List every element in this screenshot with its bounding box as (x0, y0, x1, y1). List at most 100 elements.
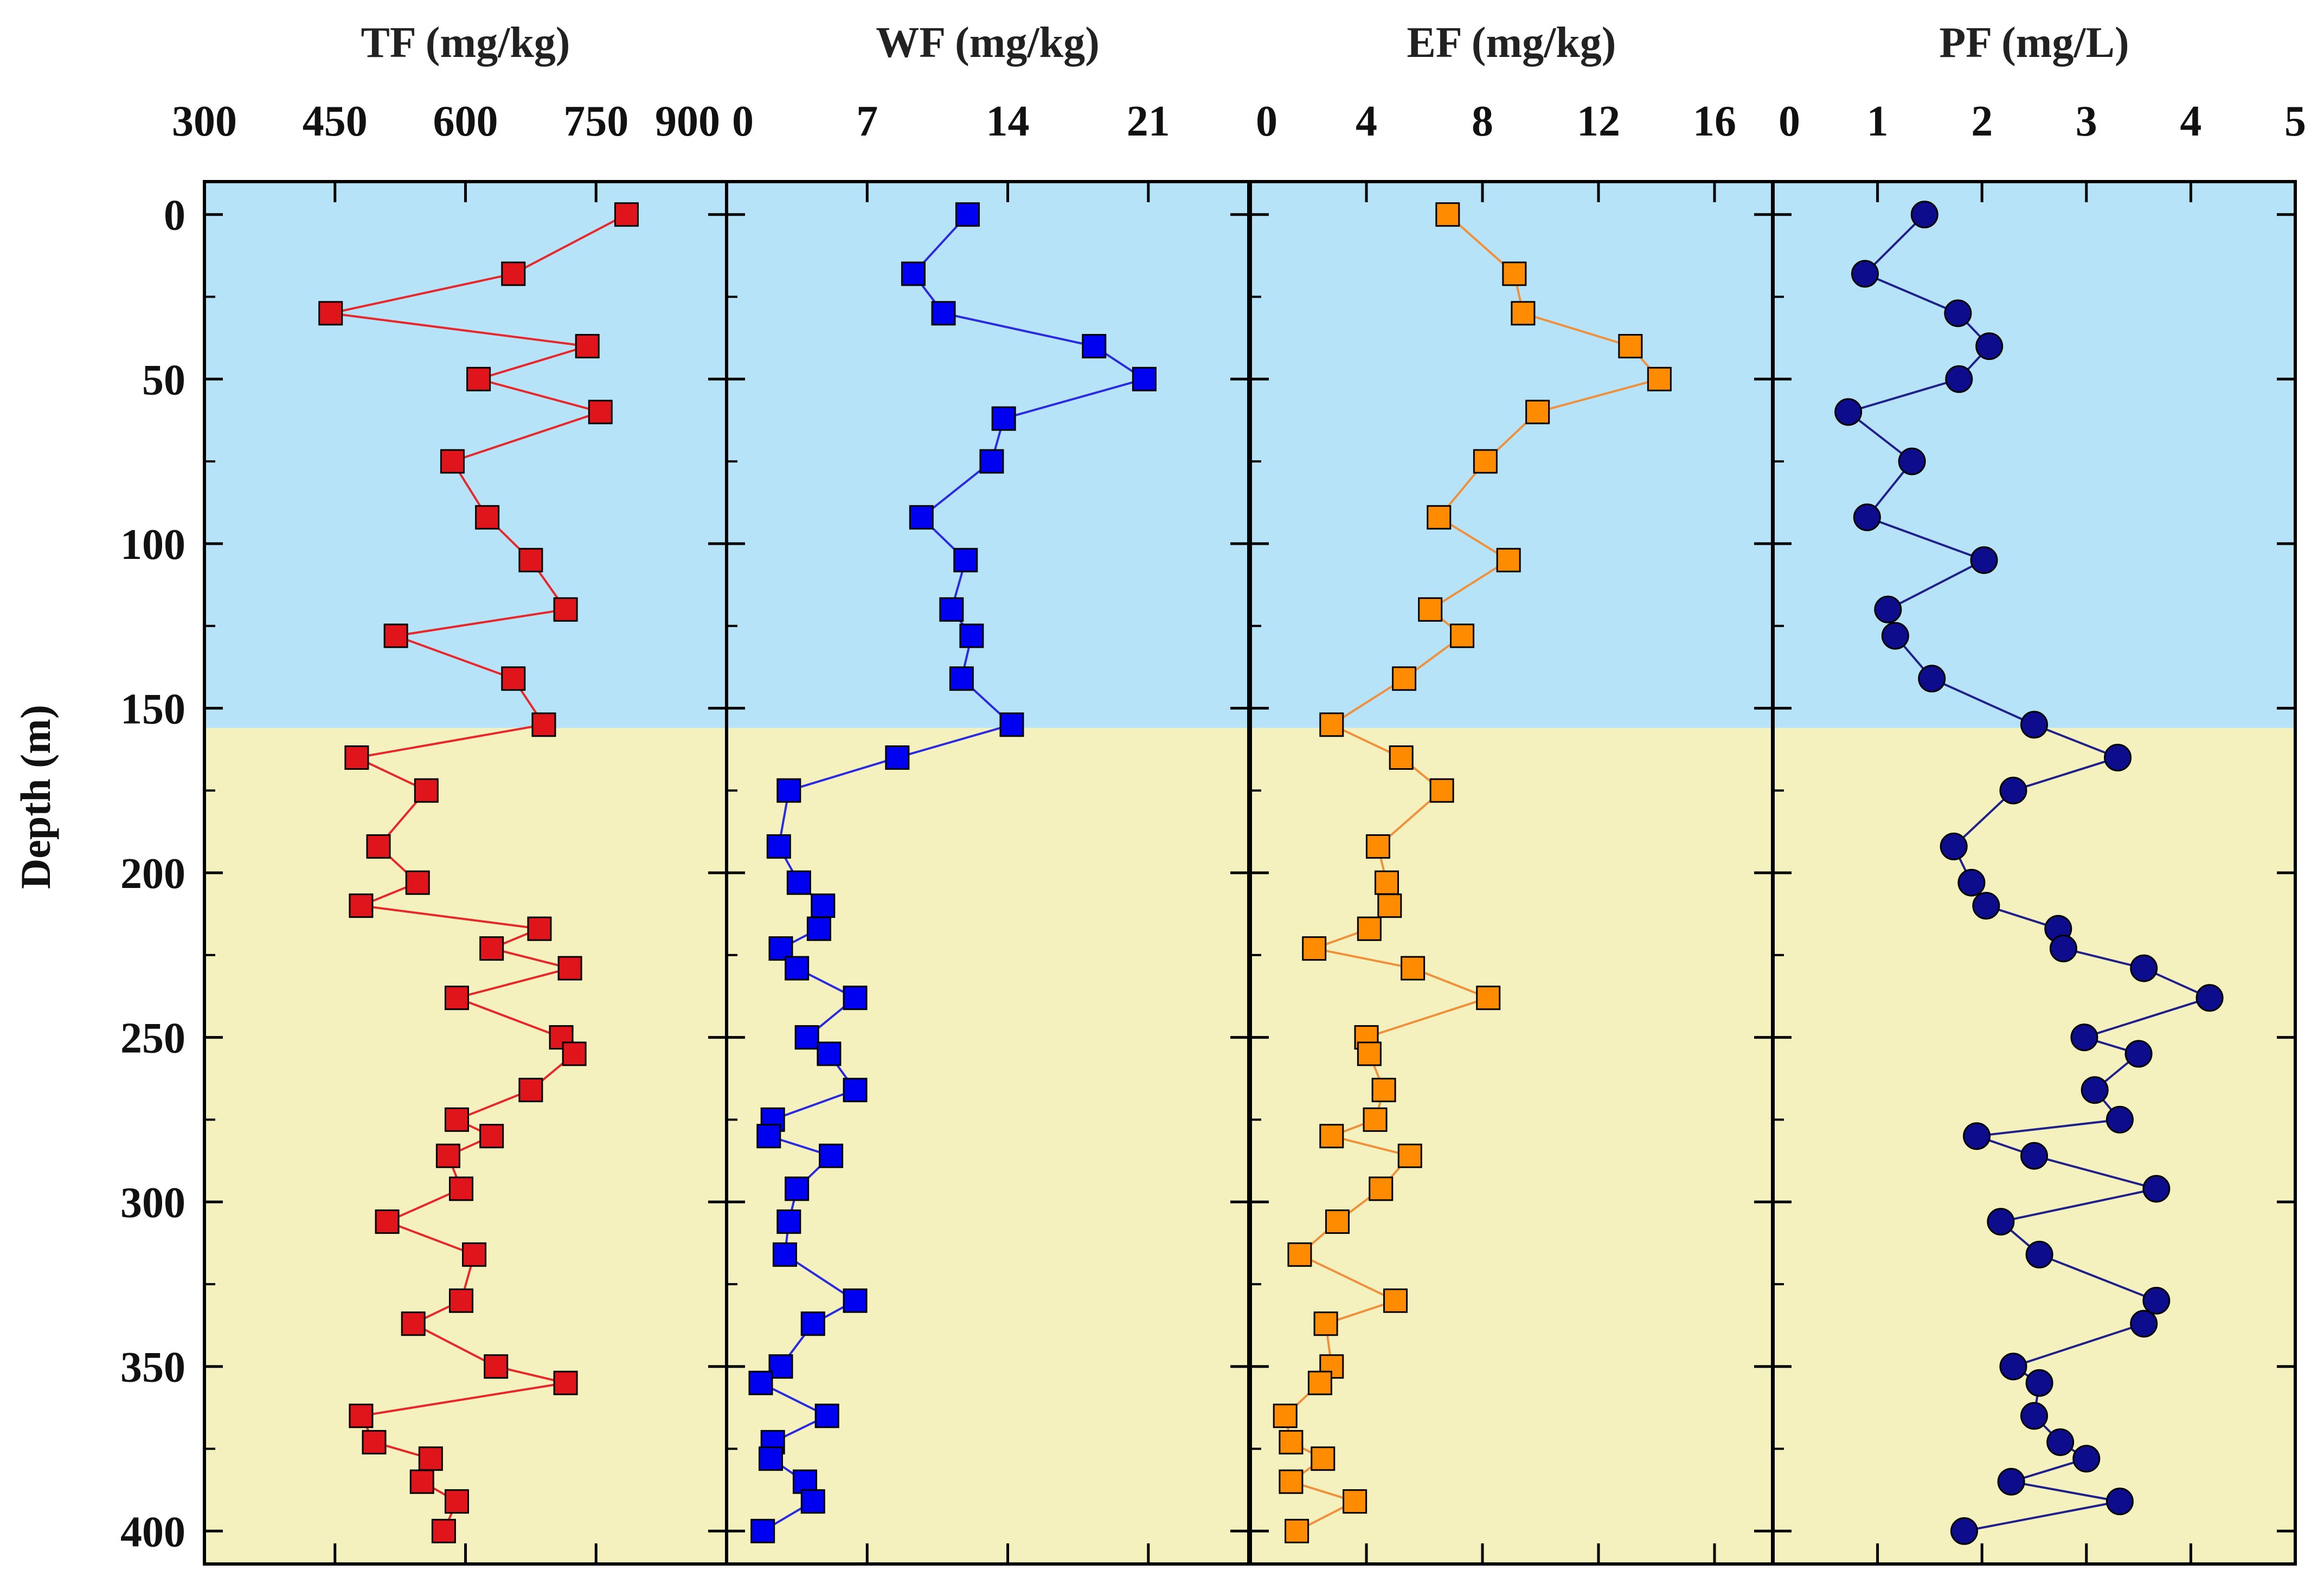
data-point (1279, 1469, 1304, 1494)
data-point (462, 1242, 487, 1267)
y-tick-label: 350 (120, 1344, 185, 1392)
x-tick-label: 0 (1779, 98, 1800, 145)
data-point (748, 1370, 773, 1395)
y-tick-label: 50 (142, 356, 185, 404)
data-point (409, 1469, 434, 1494)
data-point (1972, 892, 2000, 920)
data-point (953, 548, 978, 572)
data-point (1429, 778, 1454, 803)
data-point (959, 623, 984, 648)
data-point (811, 893, 836, 918)
data-point (2025, 1240, 2053, 1269)
data-point (479, 1124, 504, 1149)
data-point (2130, 954, 2158, 982)
x-tick-label: 0 (732, 98, 754, 145)
x-tick-label: 8 (1472, 98, 1493, 145)
data-point (776, 778, 801, 803)
data-point (1999, 1353, 2027, 1381)
data-point (484, 1354, 509, 1379)
data-point (444, 1489, 469, 1514)
x-tick-label: 600 (433, 98, 498, 145)
data-point (949, 666, 974, 691)
data-point (843, 986, 868, 1010)
data-point (527, 916, 552, 941)
data-point (2195, 984, 2224, 1012)
x-tick-label: 21 (1127, 98, 1170, 145)
data-point (785, 1176, 810, 1201)
data-point (800, 1311, 825, 1336)
x-tick-label: 900 (655, 98, 720, 145)
data-point (2070, 1023, 2098, 1052)
data-point (444, 986, 469, 1010)
panel-3: PF (mg/L) 0 1 2 3 4 5 (1771, 19, 2306, 1566)
data-point (2130, 1310, 2158, 1338)
y-tick-label: 100 (120, 521, 185, 569)
data-point (531, 712, 556, 737)
data-point (401, 1311, 426, 1336)
data-point (1918, 665, 1946, 693)
data-point (1389, 745, 1414, 770)
data-point (979, 449, 1004, 474)
data-point (383, 623, 408, 648)
data-point (1881, 622, 1909, 650)
data-point (1371, 1078, 1396, 1103)
data-point (405, 870, 430, 895)
data-point (448, 1176, 473, 1201)
data-point (518, 548, 543, 572)
data-point (344, 745, 369, 770)
data-point (955, 202, 980, 227)
data-point (575, 334, 600, 359)
data-point (1319, 1124, 1344, 1149)
x-tick-label: 12 (1577, 98, 1620, 145)
data-point (1357, 916, 1382, 941)
data-point (1910, 201, 1938, 229)
panel-title: TF (mg/kg) (361, 19, 570, 67)
data-point (2072, 1445, 2101, 1473)
data-point (1963, 1122, 1991, 1150)
data-point (800, 1489, 825, 1514)
data-point (562, 1041, 587, 1066)
y-tick-label: 250 (120, 1015, 185, 1063)
data-point (786, 870, 811, 895)
data-point (758, 1446, 783, 1471)
panel-1: WF (mg/kg) 0 7 14 21 (725, 19, 1250, 1566)
data-point (2105, 1105, 2134, 1134)
data-point (614, 202, 639, 227)
x-tick-label: 450 (303, 98, 368, 145)
x-tick-label: 1 (1867, 98, 1889, 145)
data-point (843, 1288, 868, 1313)
data-point (1401, 956, 1426, 981)
panel-frame (1771, 180, 2297, 1566)
data-point (518, 1078, 543, 1103)
data-point (557, 956, 582, 981)
data-point (1363, 1107, 1388, 1132)
data-point (448, 1288, 473, 1313)
data-point (1307, 1370, 1332, 1395)
data-point (939, 597, 964, 622)
data-point (1377, 893, 1402, 918)
data-point (1357, 1041, 1382, 1066)
data-point (2105, 1488, 2134, 1516)
data-point (1427, 505, 1452, 530)
x-tick-label: 0 (1256, 98, 1277, 145)
y-tick-label: 0 (164, 192, 185, 240)
x-tick-label: 300 (172, 98, 237, 145)
data-point (418, 1446, 443, 1471)
data-point (1383, 1288, 1408, 1313)
data-point (1325, 1209, 1350, 1234)
data-point (1418, 597, 1443, 622)
data-point (1287, 1242, 1312, 1267)
data-point (1898, 447, 1926, 475)
data-point (501, 666, 526, 691)
data-point (362, 1430, 387, 1454)
data-point (1435, 202, 1460, 227)
data-point (1970, 546, 1998, 574)
data-point (1618, 334, 1643, 359)
data-point (785, 956, 810, 981)
x-tick-label: 16 (1693, 98, 1736, 145)
data-point (2104, 744, 2132, 771)
panel-0: TF (mg/kg) 300 450 600 750 900 (172, 19, 728, 1566)
data-point (1997, 1467, 2025, 1496)
x-tick-label: 5 (2284, 98, 2306, 145)
data-point (1975, 332, 2004, 361)
